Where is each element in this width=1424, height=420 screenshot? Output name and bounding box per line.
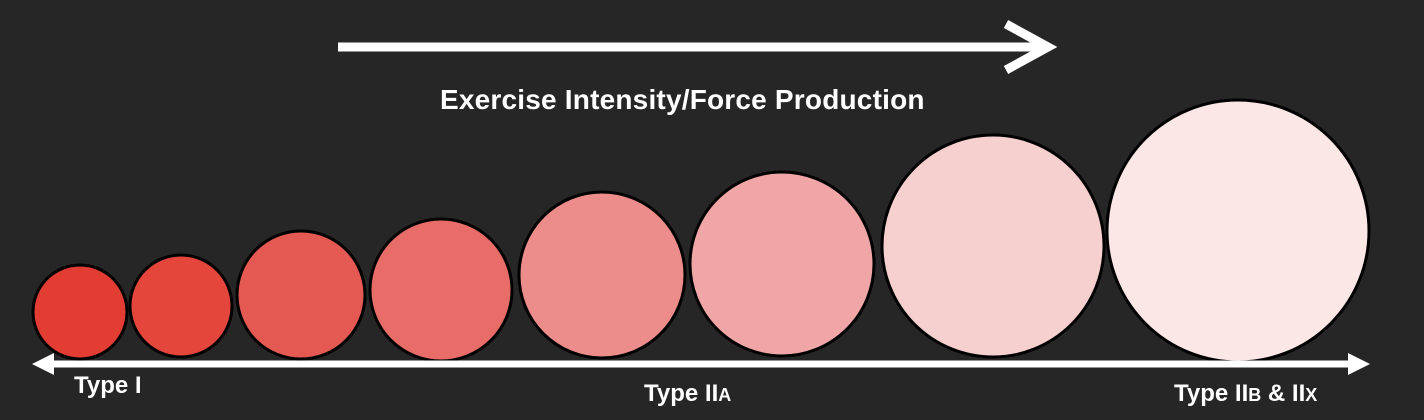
- type-2bx-label: Type IIB & IIX: [1174, 380, 1317, 408]
- axis-right-arrowhead: [1348, 353, 1370, 375]
- type-2a-sub: A: [718, 385, 732, 405]
- fiber-circle-4: [368, 217, 514, 363]
- intensity-label: Exercise Intensity/Force Production: [440, 84, 925, 115]
- intensity-arrow-head: [1003, 20, 1058, 74]
- type-2bx-sub-b: B: [1248, 385, 1262, 405]
- type-2a-main: Type II: [644, 380, 719, 407]
- fiber-circle-8: [1105, 98, 1371, 364]
- fiber-circle-5: [517, 190, 687, 360]
- type-1-label: Type I: [74, 372, 142, 399]
- type-2bx-mid: & II: [1261, 380, 1306, 407]
- fiber-circle-6: [688, 170, 876, 358]
- axis-left-arrowhead: [32, 353, 54, 375]
- fiber-circle-3: [235, 229, 367, 361]
- fiber-circle-2: [128, 253, 234, 359]
- fiber-circle-7: [880, 133, 1106, 359]
- fiber-circle-1: [31, 263, 129, 361]
- type-2bx-main: Type II: [1174, 380, 1249, 407]
- intensity-arrow: [338, 20, 1058, 74]
- type-2bx-sub-x: X: [1305, 385, 1318, 405]
- fiber-type-axis: [32, 353, 1370, 375]
- fiber-circles: [31, 98, 1371, 364]
- type-2a-label: Type IIA: [644, 380, 731, 408]
